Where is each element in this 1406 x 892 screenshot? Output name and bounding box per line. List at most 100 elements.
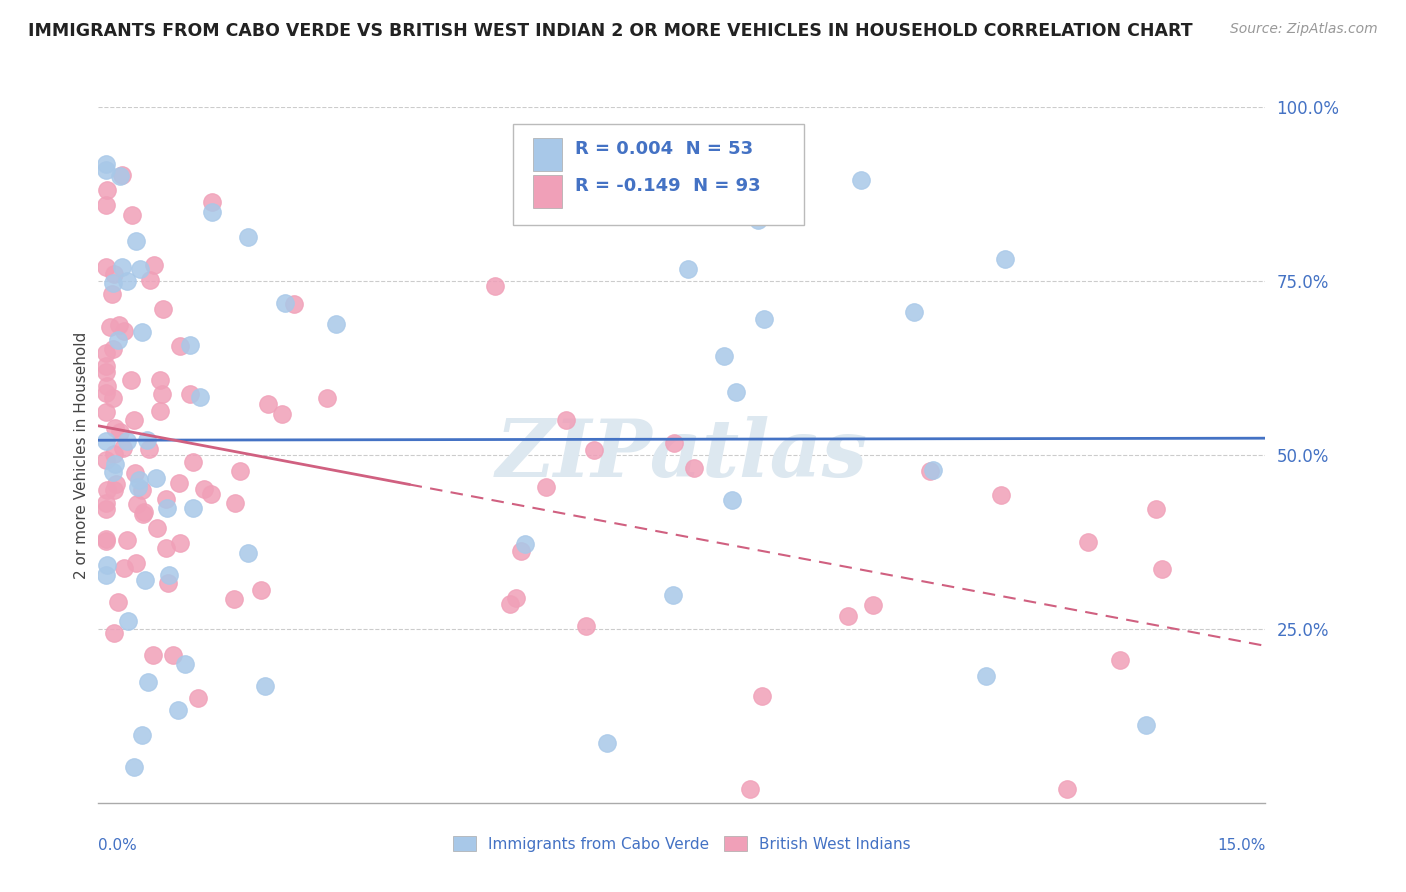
Text: R = 0.004  N = 53: R = 0.004 N = 53 (575, 140, 752, 158)
Point (236, 546, 259, 560)
Point (1152, 561, 1174, 575)
Point (188, 390, 211, 404)
Point (132, 507, 155, 521)
Point (124, 466, 146, 480)
Point (990, 488, 1012, 502)
Point (96, 501, 118, 516)
Point (162, 648, 184, 663)
Point (200, 194, 222, 209)
Point (316, 391, 339, 405)
Point (96, 198, 118, 212)
Point (152, 301, 174, 316)
Point (120, 373, 142, 387)
Point (155, 541, 177, 555)
Point (128, 473, 150, 487)
Point (283, 297, 305, 311)
Point (127, 497, 149, 511)
FancyBboxPatch shape (533, 175, 562, 208)
Text: 15.0%: 15.0% (1218, 838, 1265, 853)
Point (115, 274, 138, 288)
Point (676, 262, 699, 277)
Point (136, 675, 159, 690)
Text: 0.0%: 0.0% (98, 838, 138, 853)
Point (107, 334, 129, 348)
Point (862, 598, 884, 612)
Point (249, 583, 271, 598)
Point (257, 397, 280, 411)
Point (103, 268, 125, 282)
Point (575, 619, 598, 633)
Point (555, 413, 578, 427)
Point (201, 205, 224, 219)
Point (108, 169, 131, 184)
Point (155, 491, 177, 506)
Point (124, 760, 146, 774)
Point (752, 311, 775, 326)
Point (682, 461, 704, 475)
Point (167, 476, 190, 491)
Point (169, 339, 191, 353)
Point (134, 573, 156, 587)
Point (101, 276, 124, 290)
Point (1135, 717, 1157, 731)
Point (103, 342, 125, 356)
Point (596, 735, 619, 749)
Point (224, 496, 246, 510)
Point (105, 476, 128, 491)
FancyBboxPatch shape (533, 137, 562, 171)
Point (236, 229, 259, 244)
Point (974, 669, 997, 683)
Point (713, 349, 735, 363)
Point (96, 183, 118, 197)
Point (149, 404, 172, 418)
Point (145, 471, 167, 485)
Point (127, 480, 149, 494)
Point (582, 443, 605, 458)
Point (117, 434, 139, 448)
Point (111, 169, 134, 183)
Point (112, 324, 135, 338)
Point (253, 679, 276, 693)
Point (103, 465, 125, 479)
Point (135, 433, 157, 447)
Point (131, 728, 153, 742)
Point (536, 480, 558, 494)
Point (169, 536, 191, 550)
Point (96, 157, 118, 171)
Point (96, 359, 118, 374)
Point (484, 278, 506, 293)
Point (98, 320, 121, 334)
Point (181, 455, 204, 469)
Point (122, 412, 145, 426)
Point (138, 442, 160, 457)
Point (96, 162, 118, 177)
Point (157, 567, 180, 582)
Point (96, 260, 118, 274)
Point (115, 533, 138, 548)
Point (515, 537, 537, 551)
Point (96, 346, 118, 360)
Point (157, 576, 180, 591)
Text: R = -0.149  N = 93: R = -0.149 N = 93 (575, 177, 761, 194)
Point (150, 387, 173, 401)
Point (96, 434, 118, 448)
Point (325, 317, 347, 331)
Point (738, 781, 761, 796)
Point (141, 648, 163, 662)
Point (103, 626, 125, 640)
Point (224, 592, 246, 607)
Point (96, 365, 118, 379)
Point (1109, 653, 1132, 667)
Point (167, 703, 190, 717)
Point (103, 483, 125, 497)
Point (131, 483, 153, 497)
Point (96, 378, 118, 392)
Point (271, 407, 294, 421)
Point (96, 385, 118, 400)
Point (108, 425, 131, 439)
Point (724, 385, 747, 400)
Point (96, 405, 118, 419)
Point (143, 258, 166, 272)
Point (173, 657, 195, 672)
Point (138, 273, 160, 287)
